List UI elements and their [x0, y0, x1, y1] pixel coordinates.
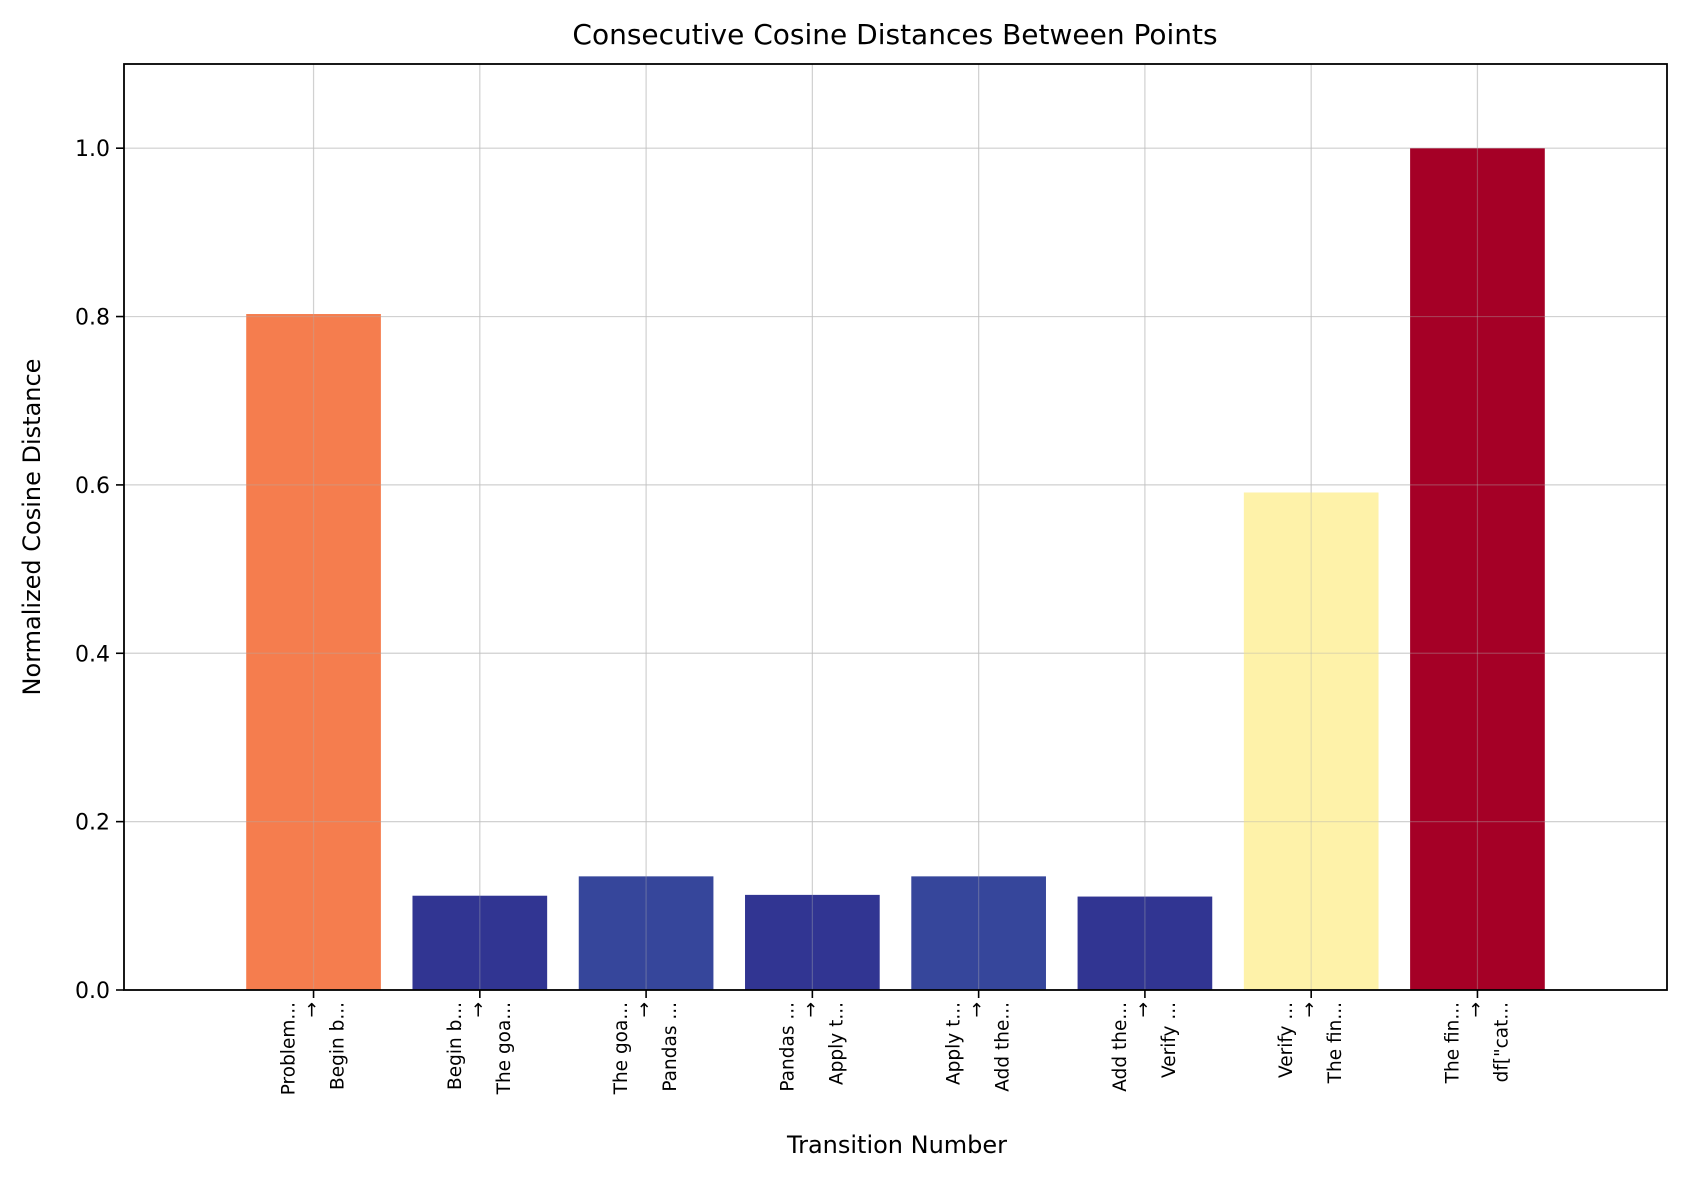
y-axis: 0.0 0.2 0.4 0.6 0.8 1.0 [75, 137, 124, 1004]
x-tick-label-line: Add the... [1110, 1002, 1131, 1092]
grid-lines [124, 64, 1667, 991]
x-tick-label-line: Pandas ... [777, 1002, 798, 1092]
x-tick-label-line: → [1133, 1002, 1154, 1018]
x-tick-label: The goa... → Pandas ... [611, 1002, 681, 1095]
x-tick-label-line: → [634, 1002, 655, 1018]
bar [1077, 896, 1213, 990]
bar [578, 876, 714, 990]
bar [1243, 492, 1379, 990]
x-tick-label-line: Problem... [279, 1002, 300, 1095]
y-tick-label: 0.0 [75, 979, 110, 1004]
x-tick-label: Pandas ... → Apply t... [777, 1002, 847, 1092]
y-tick-label: 0.4 [75, 642, 110, 667]
x-tick-label-line: The fin... [1325, 1002, 1346, 1084]
x-tick-label: The fin... → df["cat... [1442, 1002, 1512, 1084]
x-tick-label-line: → [1299, 1002, 1320, 1018]
x-axis-label: Transition Number [786, 1131, 1007, 1159]
x-tick-label: Begin b... → The goa... [445, 1002, 515, 1095]
x-tick-label-line: → [967, 1002, 988, 1018]
x-tick-label-line: → [302, 1002, 323, 1018]
y-tick-label: 0.6 [75, 474, 110, 499]
x-tick-label-line: Begin b... [328, 1002, 349, 1090]
x-tick-label-line: The goa... [494, 1002, 515, 1095]
x-axis: Problem... → Begin b... Begin b... → The goa.… [279, 990, 1512, 1095]
x-tick-label-line: The goa... [611, 1002, 632, 1095]
x-tick-label-line: → [1465, 1002, 1486, 1018]
bar [745, 894, 880, 990]
chart-title: Consecutive Cosine Distances Between Poi… [572, 18, 1217, 51]
y-tick-label: 1.0 [75, 137, 110, 162]
x-tick-label-line: → [800, 1002, 821, 1018]
x-tick-label-line: Pandas ... [660, 1002, 681, 1092]
x-tick-label-line: Apply t... [826, 1002, 847, 1085]
y-tick-label: 0.2 [75, 811, 110, 836]
x-tick-label: Add the... → Verify ... [1110, 1002, 1180, 1092]
bar [911, 876, 1046, 990]
x-tick-label: Verify ... → The fin... [1276, 1002, 1346, 1084]
x-tick-label: Apply t... → Add the... [944, 1002, 1014, 1092]
x-tick-label-line: Add the... [993, 1002, 1014, 1092]
x-tick-label-line: df["cat... [1491, 1002, 1512, 1082]
x-tick-label-line: Verify ... [1276, 1002, 1297, 1078]
bar [412, 895, 548, 990]
plot-area-frame [123, 63, 1668, 991]
x-tick-label-line: Begin b... [445, 1002, 466, 1090]
y-tick-label: 0.8 [75, 306, 110, 331]
bar [246, 314, 381, 990]
x-tick-label-line: Apply t... [944, 1002, 965, 1085]
x-tick-label-line: Verify ... [1159, 1002, 1180, 1078]
bar [1410, 148, 1545, 990]
y-axis-label: Normalized Cosine Distance [18, 359, 46, 696]
bars [124, 64, 1667, 991]
x-tick-label: Problem... → Begin b... [279, 1002, 349, 1095]
x-tick-label-line: → [468, 1002, 489, 1018]
x-tick-label-line: The fin... [1442, 1002, 1463, 1084]
